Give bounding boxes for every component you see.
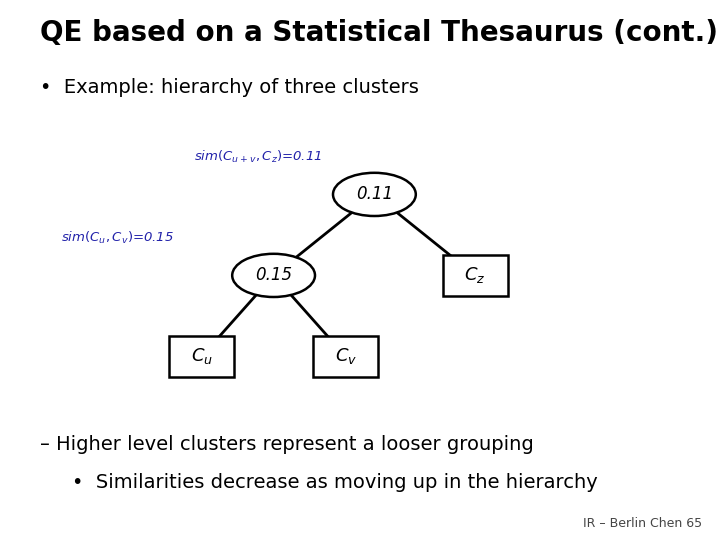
Text: $C_z$: $C_z$ [464, 265, 486, 286]
Text: •  Similarities decrease as moving up in the hierarchy: • Similarities decrease as moving up in … [72, 472, 598, 491]
Text: 0.11: 0.11 [356, 185, 393, 204]
FancyBboxPatch shape [443, 255, 508, 296]
Text: $C_u$: $C_u$ [191, 346, 212, 367]
FancyBboxPatch shape [313, 336, 378, 377]
Text: •  Example: hierarchy of three clusters: • Example: hierarchy of three clusters [40, 78, 418, 97]
Text: sim$(C_{u+v}, C_z)$=0.11: sim$(C_{u+v}, C_z)$=0.11 [194, 148, 323, 165]
Ellipse shape [333, 173, 416, 216]
Text: QE based on a Statistical Thesaurus (cont.): QE based on a Statistical Thesaurus (con… [40, 19, 718, 47]
Ellipse shape [232, 254, 315, 297]
Text: $C_v$: $C_v$ [335, 346, 356, 367]
Text: IR – Berlin Chen 65: IR – Berlin Chen 65 [583, 517, 702, 530]
Text: 0.15: 0.15 [255, 266, 292, 285]
FancyBboxPatch shape [169, 336, 234, 377]
Text: – Higher level clusters represent a looser grouping: – Higher level clusters represent a loos… [40, 435, 534, 454]
Text: sim$(C_u, C_v)$=0.15: sim$(C_u, C_v)$=0.15 [61, 230, 174, 246]
